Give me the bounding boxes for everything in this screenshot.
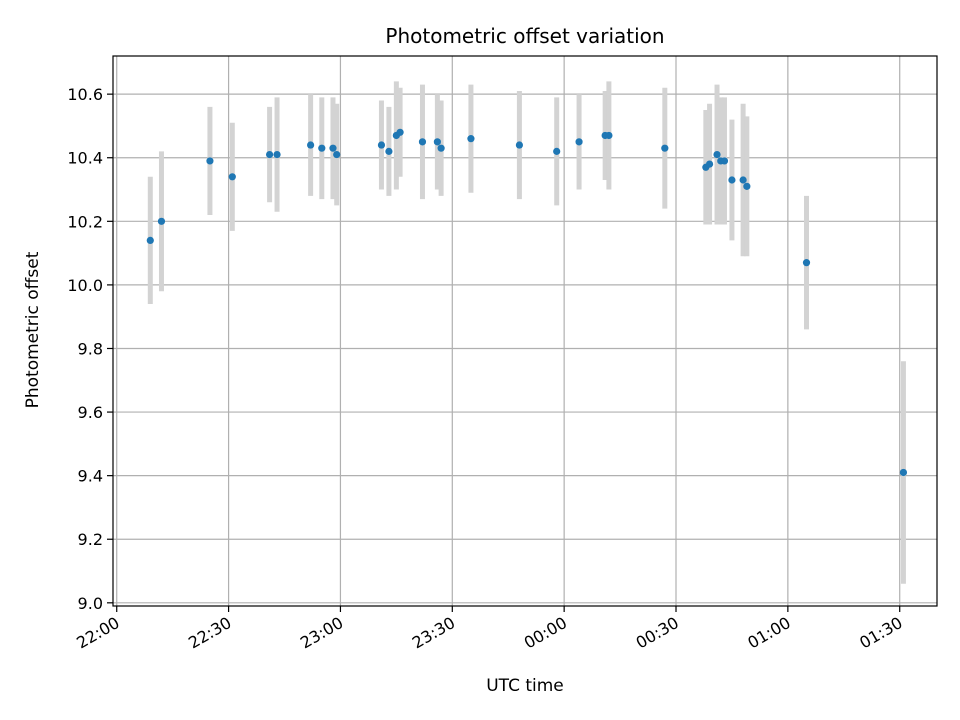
data-point <box>146 236 154 244</box>
y-tick-label: 9.0 <box>78 594 103 613</box>
data-point <box>385 147 393 155</box>
data-point <box>661 144 669 152</box>
y-tick-label: 9.4 <box>78 467 103 486</box>
y-tick-label: 10.6 <box>67 85 103 104</box>
data-point <box>377 141 386 149</box>
data-point <box>713 150 721 159</box>
data-point <box>418 138 427 146</box>
data-point <box>265 150 274 159</box>
data-point <box>228 173 236 181</box>
plot-frame <box>112 55 938 607</box>
data-points <box>146 128 908 477</box>
y-tick-label: 9.8 <box>78 339 103 358</box>
data-point <box>728 176 736 184</box>
chart-title: Photometric offset variation <box>385 24 664 48</box>
data-point <box>437 144 445 152</box>
y-tick-label: 10.2 <box>67 212 103 231</box>
data-point <box>307 141 315 149</box>
grid <box>113 56 937 606</box>
data-point <box>318 144 326 152</box>
data-point <box>575 138 583 146</box>
data-point <box>329 144 337 152</box>
data-point <box>553 147 561 155</box>
data-point <box>899 468 908 477</box>
y-axis-ticks: 9.0 9.2 9.4 9.6 9.8 10.0 10.2 10.4 10.6 <box>67 85 113 613</box>
y-tick-label: 9.6 <box>78 403 103 422</box>
data-point <box>720 157 729 165</box>
data-point <box>605 131 613 140</box>
data-point <box>206 157 214 165</box>
data-point <box>273 150 281 159</box>
data-point <box>433 138 441 146</box>
data-point <box>802 259 811 267</box>
data-point <box>705 160 714 168</box>
data-point <box>467 135 475 143</box>
y-axis-label: Photometric offset <box>23 251 43 408</box>
data-point <box>157 217 166 225</box>
data-point <box>333 150 341 159</box>
y-tick-label: 9.2 <box>78 530 103 549</box>
y-tick-label: 10.4 <box>67 149 103 168</box>
data-point <box>396 128 404 136</box>
x-axis-label: UTC time <box>486 676 564 696</box>
data-point <box>743 182 751 190</box>
data-point <box>739 176 747 184</box>
data-point <box>515 141 524 149</box>
y-tick-label: 10.0 <box>67 276 103 295</box>
